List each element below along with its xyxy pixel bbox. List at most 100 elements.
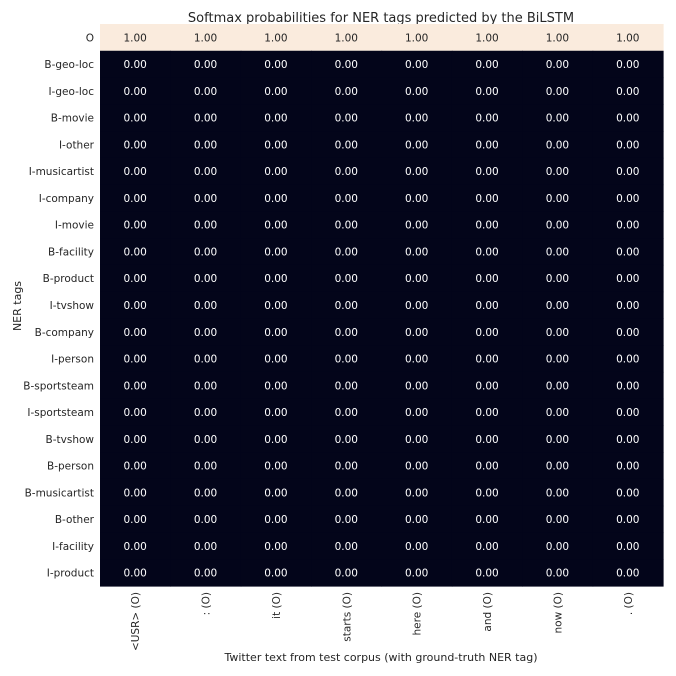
cell-value-label: 0.00 <box>405 434 428 446</box>
heatmap-cell <box>170 24 242 52</box>
cell-value-label: 0.00 <box>405 59 428 71</box>
heatmap-cell <box>522 452 594 480</box>
cell-value-label: 0.00 <box>475 541 498 553</box>
cell-value-label: 0.00 <box>475 300 498 312</box>
heatmap-cell <box>451 559 523 587</box>
cell-value-label: 0.00 <box>123 380 146 392</box>
cell-value-label: 0.00 <box>405 380 428 392</box>
heatmap-cell <box>311 318 383 346</box>
cell-value-label: 0.00 <box>616 568 639 580</box>
cell-value-label: 0.00 <box>616 193 639 205</box>
cell-value-label: 0.00 <box>475 273 498 285</box>
x-tick-label: starts (O) <box>341 592 353 642</box>
cell-value-label: 0.00 <box>194 407 217 419</box>
cell-value-label: 0.00 <box>616 220 639 232</box>
y-tick-label: I-movie <box>55 220 94 232</box>
cell-value-label: 0.00 <box>475 461 498 473</box>
heatmap-cell <box>381 345 453 373</box>
cell-value-label: 0.00 <box>405 273 428 285</box>
cell-value-label: 0.00 <box>264 434 287 446</box>
cell-value-label: 0.00 <box>616 434 639 446</box>
cell-value-label: 0.00 <box>194 59 217 71</box>
cell-value-label: 0.00 <box>264 246 287 258</box>
heatmap-cell <box>240 425 312 453</box>
heatmap-cell <box>381 264 453 293</box>
x-tick-label: . (O) <box>623 592 635 615</box>
heatmap-cell <box>100 211 171 239</box>
heatmap-cell <box>100 559 171 587</box>
heatmap-cell <box>311 157 383 186</box>
cell-value-label: 0.00 <box>194 139 217 151</box>
cell-value-label: 0.00 <box>194 300 217 312</box>
cell-value-label: 0.00 <box>335 113 358 125</box>
heatmap-cell <box>100 318 171 346</box>
heatmap-cell <box>100 291 171 319</box>
heatmap-cell <box>311 77 383 105</box>
cell-value-label: 0.00 <box>335 139 358 151</box>
cell-value-label: 0.00 <box>475 139 498 151</box>
cell-value-label: 0.00 <box>264 407 287 419</box>
heatmap-cell <box>381 452 453 480</box>
cell-value-label: 0.00 <box>335 300 358 312</box>
heatmap-cell <box>240 559 312 587</box>
heatmap-cell <box>592 398 664 427</box>
cell-value-label: 0.00 <box>123 541 146 553</box>
heatmap-cell <box>311 559 383 587</box>
cell-value-label: 0.00 <box>405 300 428 312</box>
cell-value-label: 0.00 <box>335 193 358 205</box>
heatmap-cell <box>451 211 523 239</box>
heatmap-cell <box>522 211 594 239</box>
heatmap-cell <box>311 425 383 453</box>
heatmap-cell <box>451 104 523 132</box>
x-tick-label: and (O) <box>482 592 494 632</box>
heatmap-cell <box>170 238 242 266</box>
x-axis-label: Twitter text from test corpus (with grou… <box>223 651 537 664</box>
cell-value-label: 0.00 <box>335 354 358 366</box>
cell-value-label: 0.00 <box>475 407 498 419</box>
heatmap-cell <box>592 157 664 186</box>
cell-value-label: 0.00 <box>475 246 498 258</box>
cell-value-label: 0.00 <box>405 487 428 499</box>
cell-value-label: 0.00 <box>475 113 498 125</box>
heatmap-cell <box>311 345 383 373</box>
heatmap-cell <box>311 104 383 132</box>
y-tick-label: B-other <box>55 514 95 526</box>
cell-value-label: 0.00 <box>616 246 639 258</box>
heatmap-cell <box>451 184 523 212</box>
heatmap-cell <box>170 104 242 132</box>
heatmap-cell <box>592 371 664 400</box>
cell-value-label: 0.00 <box>123 487 146 499</box>
cell-value-label: 1.00 <box>405 32 428 44</box>
heatmap-cell <box>240 131 312 159</box>
cell-value-label: 0.00 <box>123 86 146 98</box>
cell-value-label: 0.00 <box>194 380 217 392</box>
cell-value-label: 0.00 <box>264 354 287 366</box>
heatmap-cell <box>100 77 171 105</box>
cell-value-label: 0.00 <box>616 514 639 526</box>
cell-value-label: 0.00 <box>405 407 428 419</box>
cell-value-label: 0.00 <box>475 59 498 71</box>
heatmap-cell <box>311 238 383 266</box>
heatmap-cell <box>100 264 171 293</box>
cell-value-label: 0.00 <box>616 86 639 98</box>
cell-value-label: 0.00 <box>123 407 146 419</box>
cell-value-label: 1.00 <box>123 32 146 44</box>
cell-value-label: 0.00 <box>335 327 358 339</box>
cell-value-label: 0.00 <box>123 461 146 473</box>
heatmap-cell <box>381 425 453 453</box>
cell-value-label: 0.00 <box>194 273 217 285</box>
cell-value-label: 0.00 <box>475 327 498 339</box>
cell-value-label: 0.00 <box>264 300 287 312</box>
cell-value-label: 0.00 <box>546 193 569 205</box>
cell-value-label: 0.00 <box>546 300 569 312</box>
cell-value-label: 0.00 <box>616 541 639 553</box>
cell-value-label: 1.00 <box>335 32 358 44</box>
cell-value-label: 0.00 <box>475 568 498 580</box>
y-tick-label: I-sportsteam <box>27 407 94 419</box>
heatmap-cell <box>451 291 523 319</box>
heatmap-cell <box>451 77 523 105</box>
heatmap-cell <box>170 452 242 480</box>
heatmap-cell <box>170 157 242 186</box>
heatmap-cell <box>170 505 242 534</box>
heatmap-cell <box>100 452 171 480</box>
